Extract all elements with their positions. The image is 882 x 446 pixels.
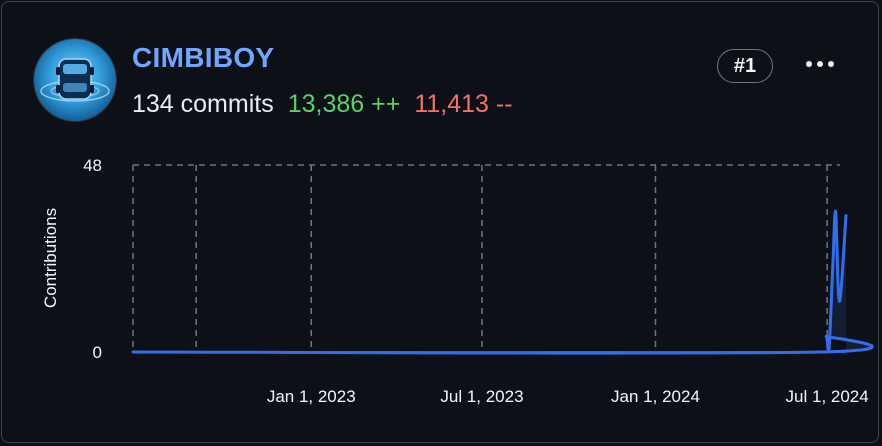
y-tick-label: 0 [93, 343, 102, 362]
y-axis-label: Contributions [41, 208, 60, 308]
x-tick-label: Jul 1, 2024 [786, 387, 869, 406]
deletions-count: 11,413 -- [414, 90, 513, 118]
more-options-button[interactable] [798, 50, 842, 78]
ellipsis-horizontal-icon [806, 61, 834, 67]
y-tick-label: 48 [83, 156, 102, 175]
contribution-stats: 134 commits 13,386 ++ 11,413 -- [132, 90, 527, 119]
avatar[interactable] [34, 39, 116, 121]
series-line [131, 209, 874, 355]
series-area [133, 211, 873, 354]
additions-count: 13,386 ++ [287, 90, 401, 118]
avatar-car-image [34, 39, 116, 121]
username-link[interactable]: CIMBIBOY [132, 42, 275, 73]
commits-count[interactable]: 134 commits [132, 90, 274, 118]
x-tick-label: Jul 1, 2023 [440, 387, 523, 406]
x-tick-label: Jan 1, 2024 [611, 387, 700, 406]
rank-badge: #1 [717, 49, 773, 83]
x-tick-label: Jan 1, 2023 [267, 387, 356, 406]
